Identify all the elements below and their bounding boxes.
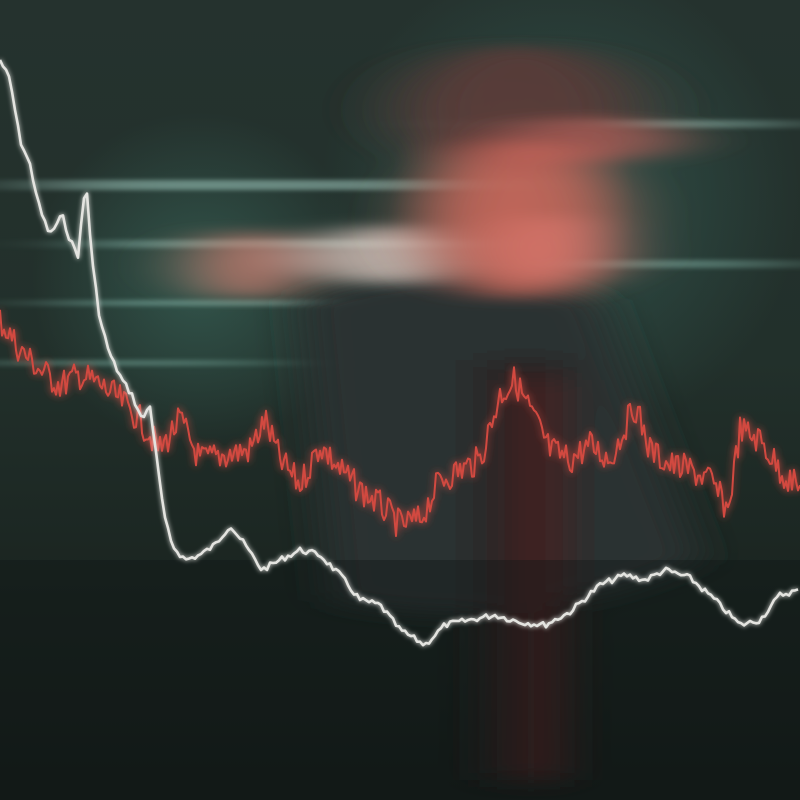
red-jagged-line: [0, 309, 800, 537]
white-declining-line: [0, 59, 799, 647]
